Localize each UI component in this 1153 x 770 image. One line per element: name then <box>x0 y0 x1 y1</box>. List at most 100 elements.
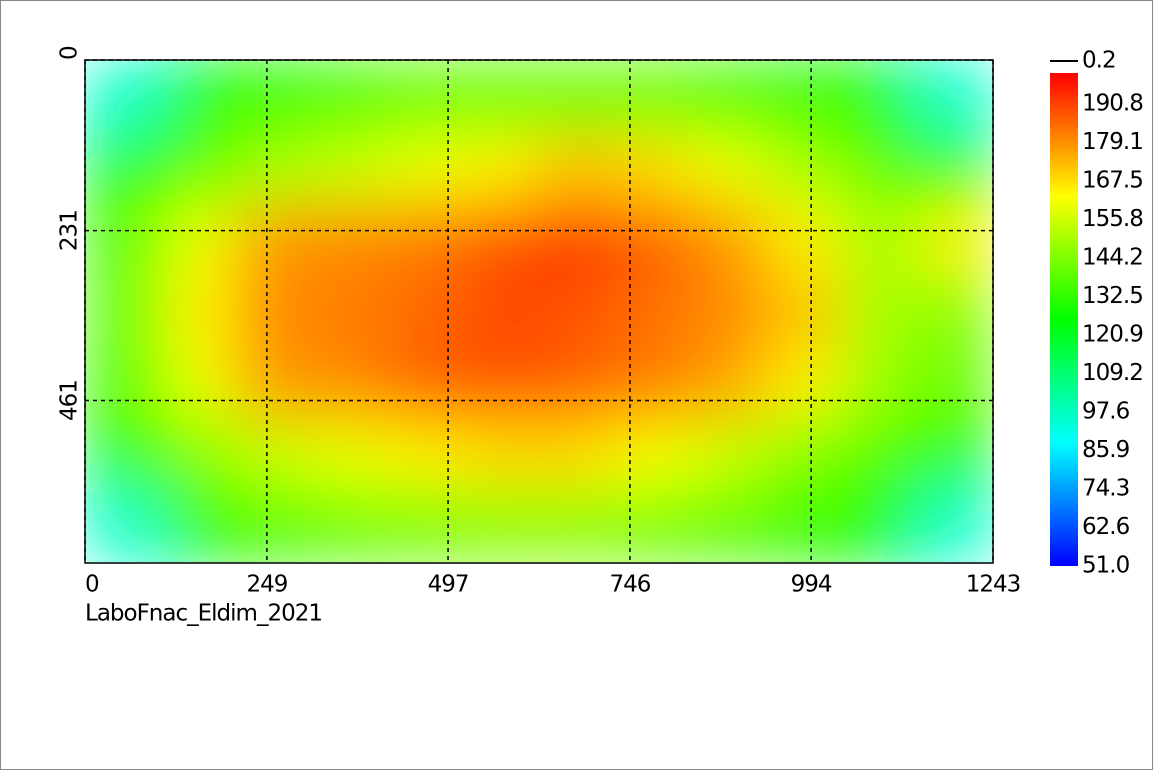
heat-cell <box>841 131 918 205</box>
heat-cell <box>614 60 691 133</box>
heat-cell <box>539 275 616 348</box>
heat-cell <box>539 60 616 133</box>
colorbar-tick-label: 167.5 <box>1082 168 1143 194</box>
heat-cell <box>917 419 993 492</box>
heat-cell <box>312 347 389 420</box>
heat-cell <box>85 491 162 563</box>
heat-cell <box>766 419 843 492</box>
heat-cell <box>766 203 843 277</box>
heatmap <box>85 60 993 563</box>
colorbar-tick-label: 155.8 <box>1082 206 1143 232</box>
heat-cell <box>236 347 313 420</box>
heat-cell <box>236 275 313 348</box>
heat-cell <box>841 491 918 563</box>
y-tick-label: 231 <box>57 210 83 251</box>
x-tick-label: 994 <box>791 572 832 598</box>
colorbar <box>1050 73 1078 566</box>
heat-cell <box>463 347 540 420</box>
heat-cell <box>614 491 691 563</box>
heat-cell <box>614 419 691 492</box>
heat-cell <box>917 131 993 205</box>
heat-cell <box>463 203 540 277</box>
heat-cell <box>614 347 691 420</box>
x-tick-label: 1243 <box>966 572 1021 598</box>
colorbar-tick-label: 132.5 <box>1082 283 1143 309</box>
colorbar-tick-label: 144.2 <box>1082 245 1143 271</box>
heat-cell <box>236 60 313 133</box>
heat-cell <box>160 347 237 420</box>
colorbar-tick-label: 51.0 <box>1082 553 1130 579</box>
heat-cell <box>766 347 843 420</box>
heat-cell <box>312 491 389 563</box>
heat-cell <box>917 491 993 563</box>
heat-cell <box>539 347 616 420</box>
heat-cell <box>85 347 162 420</box>
heat-cell <box>85 419 162 492</box>
heat-cell <box>690 131 767 205</box>
heat-cell <box>463 275 540 348</box>
heat-cell <box>85 203 162 277</box>
colorbar-tick-label: 62.6 <box>1082 514 1130 540</box>
heat-cell <box>160 203 237 277</box>
heat-cell <box>841 419 918 492</box>
heat-cell <box>690 275 767 348</box>
heat-cell <box>160 275 237 348</box>
heat-cell <box>236 131 313 205</box>
heat-cell <box>387 347 464 420</box>
heat-cell <box>917 203 993 277</box>
heat-cell <box>85 275 162 348</box>
heat-cell <box>766 275 843 348</box>
x-tick-label: 746 <box>609 572 650 598</box>
heat-cell <box>690 491 767 563</box>
heat-cell <box>614 131 691 205</box>
heat-cell <box>917 275 993 348</box>
heat-cell <box>614 203 691 277</box>
heat-cell <box>766 60 843 133</box>
heat-cell <box>463 131 540 205</box>
heat-cell <box>160 131 237 205</box>
heat-cell <box>841 275 918 348</box>
heat-cell <box>463 419 540 492</box>
heat-cell <box>85 131 162 205</box>
colorbar-tick-label: 190.8 <box>1082 91 1143 117</box>
heat-cell <box>312 131 389 205</box>
colorbar-tick-label: 97.6 <box>1082 399 1130 425</box>
heat-cell <box>160 491 237 563</box>
heat-cell <box>690 203 767 277</box>
heat-cell <box>917 60 993 133</box>
heat-cell <box>539 203 616 277</box>
colorbar-tick-label: 109.2 <box>1082 360 1143 386</box>
heat-cell <box>766 491 843 563</box>
heat-cell <box>690 60 767 133</box>
heat-cell <box>312 419 389 492</box>
heat-cell <box>539 419 616 492</box>
heat-cell <box>841 60 918 133</box>
heat-cell <box>312 275 389 348</box>
y-tick-label: 0 <box>57 46 83 60</box>
heat-cell <box>236 419 313 492</box>
heat-cell <box>387 131 464 205</box>
heat-cell <box>539 491 616 563</box>
heat-cell <box>160 419 237 492</box>
heat-cell <box>690 347 767 420</box>
heat-cell <box>312 60 389 133</box>
heat-cell <box>766 131 843 205</box>
heat-cell <box>614 275 691 348</box>
heat-cell <box>690 419 767 492</box>
heat-cell <box>841 347 918 420</box>
heat-cell <box>463 60 540 133</box>
heat-cell <box>387 203 464 277</box>
heat-cell <box>387 275 464 348</box>
y-tick-label: 461 <box>57 380 83 421</box>
colorbar-tick-label: 179.1 <box>1082 129 1143 155</box>
colorbar-tick-label: 74.3 <box>1082 476 1129 502</box>
plot-frame <box>84 59 994 564</box>
heat-cell <box>387 491 464 563</box>
heat-cell <box>160 60 237 133</box>
heat-cell <box>312 203 389 277</box>
heat-cell <box>236 491 313 563</box>
heat-cell <box>539 131 616 205</box>
contour-label: 0.2 <box>1082 48 1116 74</box>
heat-cell <box>917 347 993 420</box>
